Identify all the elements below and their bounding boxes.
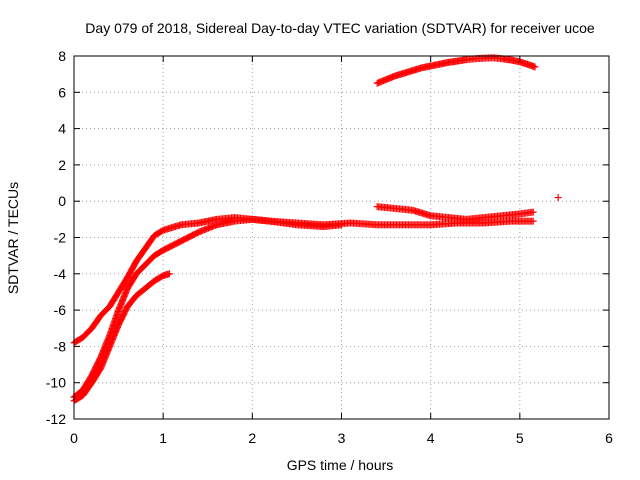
y-axis-label: SDTVAR / TECUs <box>5 182 21 294</box>
data-point <box>529 208 537 216</box>
y-tick-labels: -12 -10 -8 -6 -4 -2 0 2 4 6 8 <box>46 48 66 427</box>
x-tick-label: 0 <box>70 430 78 446</box>
x-axis-label: GPS time / hours <box>287 457 394 473</box>
data-point <box>338 221 345 229</box>
x-tick-label: 3 <box>338 430 346 446</box>
grid <box>74 56 609 419</box>
x-tick-label: 6 <box>605 430 613 446</box>
data-point <box>531 63 539 71</box>
data-point <box>554 194 562 202</box>
y-tick-label: 4 <box>58 121 66 137</box>
x-tick-label: 1 <box>159 430 167 446</box>
y-tick-label: -10 <box>46 375 66 391</box>
data-points <box>70 54 562 405</box>
x-tick-labels: 0 1 2 3 4 5 6 <box>70 430 613 446</box>
y-tick-label: 0 <box>58 193 66 209</box>
x-tick-label: 4 <box>427 430 435 446</box>
y-tick-label: 8 <box>58 48 66 64</box>
y-tick-label: -6 <box>54 302 67 318</box>
chart-title: Day 079 of 2018, Sidereal Day-to-day VTE… <box>85 20 595 36</box>
data-point <box>529 217 537 225</box>
data-point <box>165 270 173 278</box>
y-tick-label: 2 <box>58 157 66 173</box>
y-tick-label: 6 <box>58 84 66 100</box>
y-tick-label: -12 <box>46 411 66 427</box>
y-tick-label: -4 <box>54 266 67 282</box>
y-tick-label: -8 <box>54 338 67 354</box>
y-tick-label: -2 <box>54 230 67 246</box>
x-tick-label: 5 <box>516 430 524 446</box>
x-tick-label: 2 <box>248 430 256 446</box>
axis-ticks <box>73 55 610 420</box>
